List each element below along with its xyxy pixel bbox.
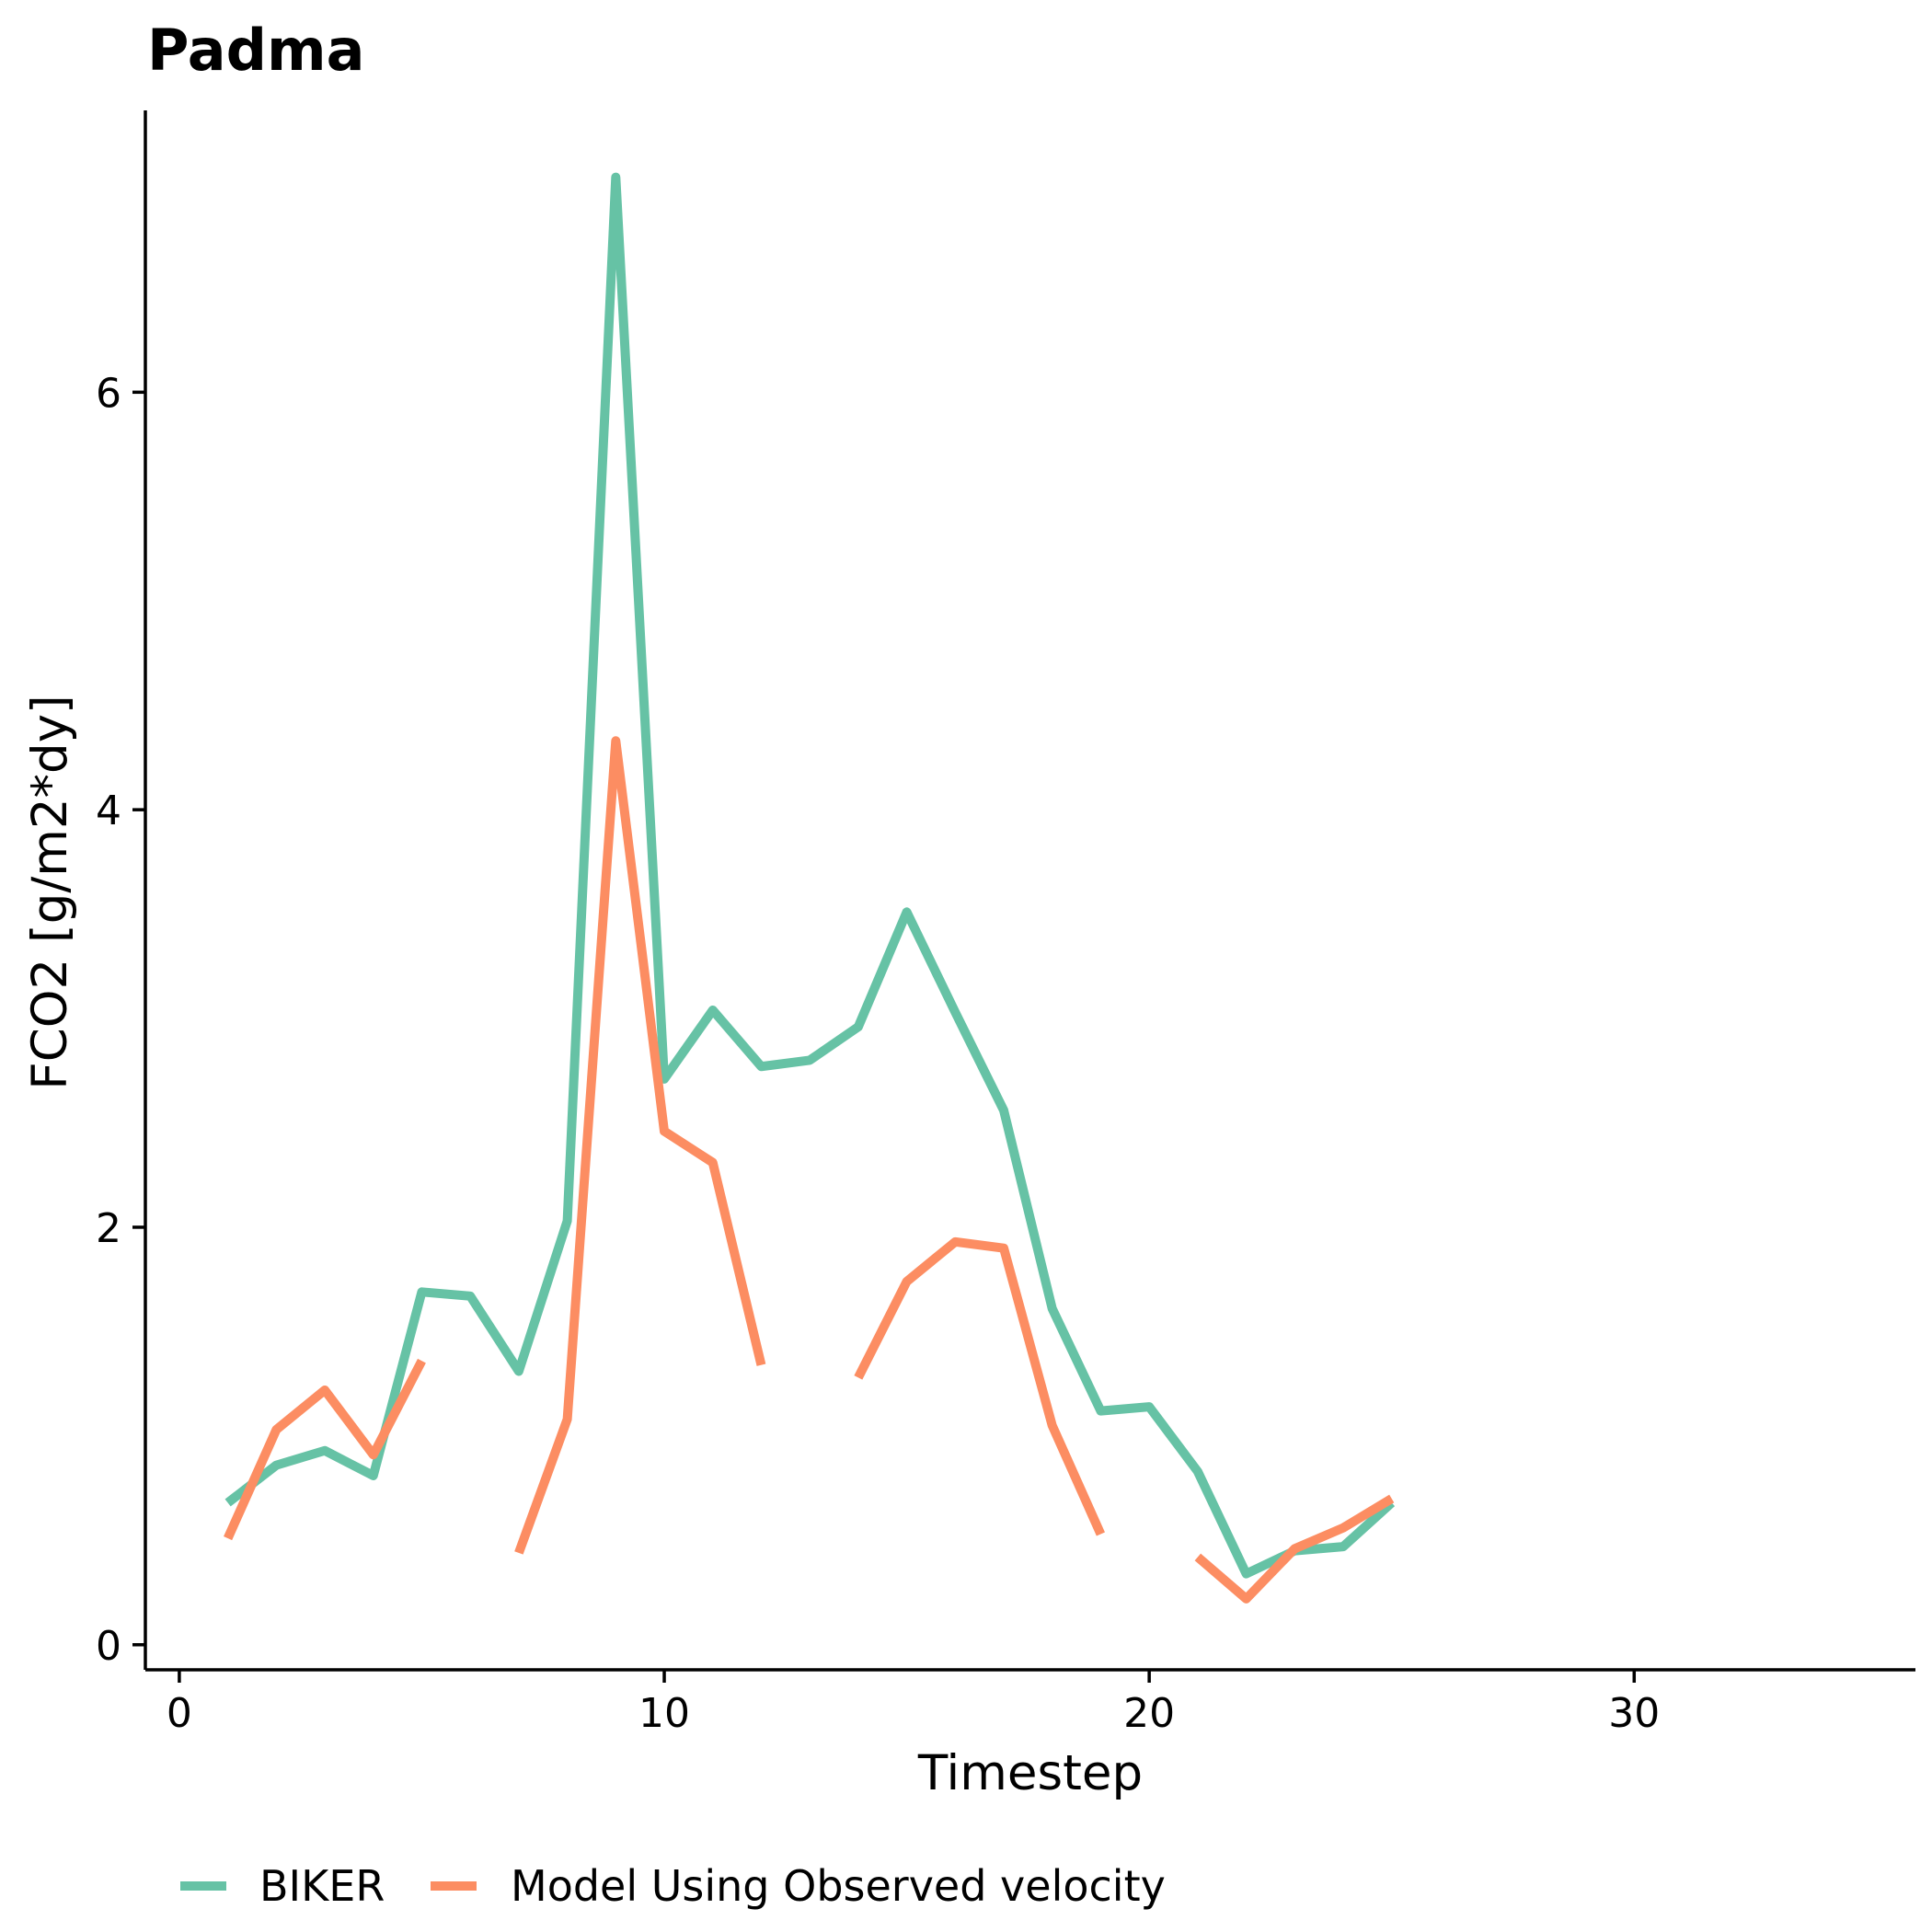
legend: BIKER Model Using Observed velocity <box>180 1861 1166 1911</box>
y-tick-label: 2 <box>96 1205 121 1252</box>
series-line-model-using-observed-velocity-segment-4 <box>1198 1499 1392 1599</box>
legend-label-model: Model Using Observed velocity <box>511 1861 1166 1911</box>
chart-title: Padma <box>147 17 364 84</box>
x-tick-label: 10 <box>638 1690 690 1737</box>
legend-label-biker: BIKER <box>259 1861 385 1911</box>
x-tick-label: 30 <box>1608 1690 1660 1737</box>
series-line-model-using-observed-velocity-segment-2 <box>519 741 762 1553</box>
x-tick-label: 20 <box>1123 1690 1175 1737</box>
y-tick-label: 6 <box>96 370 121 417</box>
y-tick-label: 0 <box>96 1623 121 1670</box>
x-tick-label: 0 <box>167 1690 192 1737</box>
series-layer <box>228 178 1392 1599</box>
y-axis-title: FCO2 [g/m2*dy] <box>22 695 78 1090</box>
ticks-layer: 0 10 20 30 0 2 4 6 <box>96 370 1660 1737</box>
x-axis-title: Timestep <box>917 1745 1143 1801</box>
series-line-model-using-observed-velocity-segment-3 <box>858 1242 1101 1535</box>
y-tick-label: 4 <box>96 788 121 834</box>
series-line-biker-segment-1 <box>228 178 1392 1574</box>
